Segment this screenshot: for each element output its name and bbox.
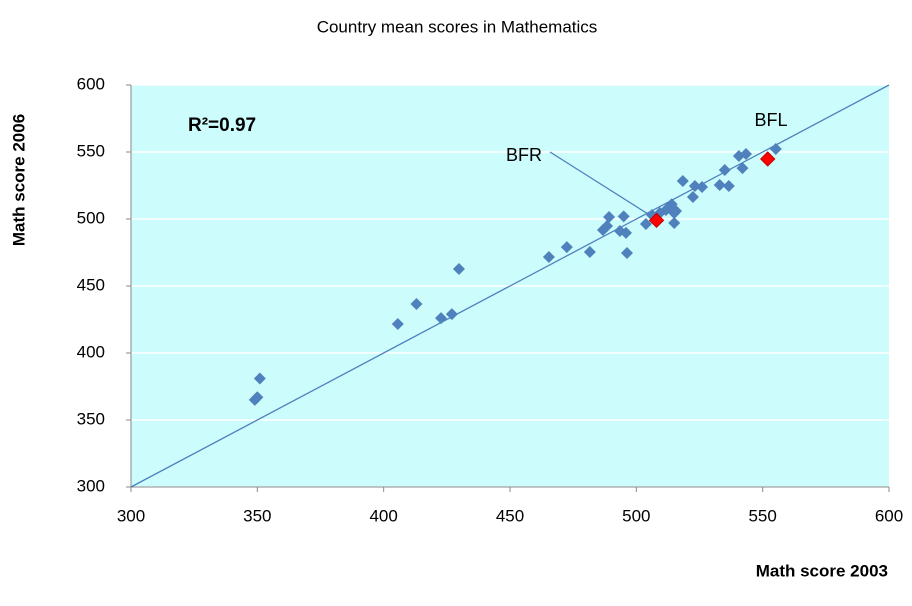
data-point — [620, 247, 633, 260]
y-tick-label: 500 — [77, 208, 105, 227]
y-axis-title: Math score 2006 — [9, 114, 28, 246]
data-point — [617, 210, 630, 223]
data-point — [583, 245, 596, 258]
data-point — [676, 174, 689, 187]
y-tick-label: 400 — [77, 342, 105, 361]
x-tick-label: 600 — [875, 506, 903, 525]
data-point — [560, 241, 573, 254]
data-point — [253, 372, 266, 385]
y-tick-label: 350 — [77, 409, 105, 428]
data-point — [639, 217, 652, 230]
x-tick-label: 450 — [496, 506, 524, 525]
annotation: BFL — [754, 110, 787, 130]
data-point — [445, 308, 458, 321]
data-point — [670, 204, 683, 217]
data-point — [435, 312, 448, 325]
y-tick-label: 600 — [77, 74, 105, 93]
leader-line — [549, 151, 649, 215]
data-point — [601, 219, 614, 232]
annotation: BFR — [506, 145, 542, 165]
y-tick-label: 300 — [77, 476, 105, 495]
data-point — [648, 212, 665, 229]
data-point — [688, 180, 701, 193]
data-point — [668, 217, 681, 230]
r-squared: R²=0.97 — [188, 115, 256, 136]
data-point — [736, 162, 749, 175]
chart-title: Country mean scores in Mathematics — [317, 17, 598, 36]
y-tick-label: 450 — [77, 275, 105, 294]
data-point — [713, 178, 726, 191]
data-point — [686, 191, 699, 204]
data-point — [739, 148, 752, 161]
x-axis-title: Math score 2003 — [756, 561, 888, 580]
x-tick-label: 550 — [748, 506, 776, 525]
data-point — [718, 163, 731, 176]
x-tick-label: 300 — [117, 506, 145, 525]
data-point — [760, 151, 776, 167]
data-point — [410, 297, 423, 310]
data-point — [722, 180, 735, 193]
reference-line — [130, 84, 890, 488]
y-tick-label: 550 — [77, 141, 105, 160]
data-point — [769, 143, 782, 156]
data-point — [603, 210, 616, 223]
data-point — [452, 262, 465, 275]
data-point — [391, 318, 404, 331]
x-tick-label: 400 — [369, 506, 397, 525]
data-point — [696, 180, 709, 193]
data-point — [542, 251, 555, 264]
data-point — [619, 226, 632, 239]
data-point — [251, 391, 264, 404]
x-tick-label: 500 — [622, 506, 650, 525]
x-tick-label: 350 — [243, 506, 271, 525]
